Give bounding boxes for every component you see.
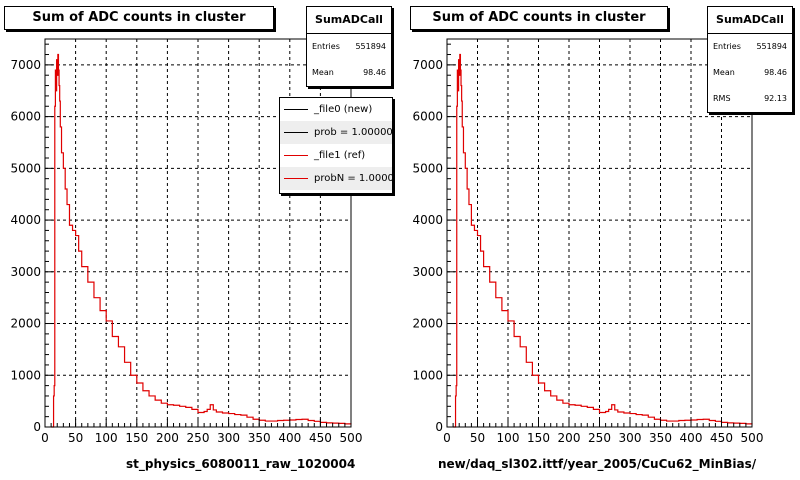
y-tick-label: 2000 [10, 317, 41, 331]
x-tick-label: 200 [156, 431, 179, 445]
x-tick-label: 50 [470, 431, 485, 445]
right-pad: 0 50 100 150 200 250 300 350 400 450 500 0 1000 2000 3… [400, 0, 800, 480]
stats-value: 98.46 [363, 68, 386, 77]
x-tick-label: 150 [125, 431, 148, 445]
y-tick-label: 0 [33, 420, 41, 434]
stats-label: RMS [713, 94, 731, 103]
y-tick-label: 6000 [10, 110, 41, 124]
stats-value: 551894 [756, 42, 787, 51]
left-pad: 0 50 100 150 200 250 300 350 400 450 500 0 1000 2000 3… [4, 6, 393, 471]
right-histogram-plot: 0 50 100 150 200 250 300 350 400 450 5000100020003… [412, 38, 764, 445]
legend-line-new [284, 132, 308, 133]
left-stats-name: SumADCall [307, 7, 391, 34]
stats-label: Mean [713, 68, 735, 77]
right-x-axis-title: new/daq_sl302.ittf/year_2005/CuCu62_MinB… [438, 457, 757, 471]
y-tick-label: 0 [435, 420, 443, 434]
left-x-axis-title: st_physics_6080011_raw_1020004 [126, 457, 356, 471]
legend-entry: _file0 (new) [280, 98, 392, 121]
left-stats-box: SumADCall Entries 551894 Mean 98.46 [306, 6, 392, 87]
left-legend: _file0 (new) prob = 1.000000 _file1 (ref… [279, 97, 393, 194]
stats-label: Entries [312, 42, 340, 51]
legend-line-ref [284, 178, 308, 179]
y-tick-label: 2000 [412, 317, 443, 331]
x-tick-label: 100 [95, 431, 118, 445]
legend-label: _file1 (ref) [314, 150, 366, 161]
y-tick-label: 7000 [412, 58, 443, 72]
x-tick-label: 50 [68, 431, 83, 445]
legend-label: prob = 1.000000 [314, 127, 393, 138]
histogram-series-line [51, 53, 352, 428]
legend-entry: prob = 1.000000 [280, 121, 392, 144]
x-tick-label: 400 [278, 431, 301, 445]
stats-value: 92.13 [764, 94, 787, 103]
left-stats-row: Entries 551894 [307, 34, 391, 60]
x-tick-label: 500 [741, 431, 764, 445]
legend-entry: _file1 (ref) [280, 144, 392, 167]
x-tick-label: 500 [340, 431, 363, 445]
y-tick-label: 7000 [10, 58, 41, 72]
x-tick-label: 100 [497, 431, 520, 445]
legend-line-ref [284, 155, 308, 156]
right-stats-row: Mean 98.46 [708, 60, 792, 86]
right-stats-name: SumADCall [708, 7, 792, 34]
y-tick-label: 6000 [412, 110, 443, 124]
right-stats-row: RMS 92.13 [708, 86, 792, 112]
x-tick-label: 250 [187, 431, 210, 445]
legend-label: probN = 1.000000 [314, 173, 393, 184]
histogram-series-line [453, 53, 753, 428]
x-tick-label: 200 [558, 431, 581, 445]
y-tick-label: 4000 [10, 213, 41, 227]
y-tick-label: 1000 [412, 368, 443, 382]
legend-entry: probN = 1.000000 [280, 167, 392, 190]
x-tick-label: 350 [649, 431, 672, 445]
x-tick-label: 450 [309, 431, 332, 445]
left-stats-row: Mean 98.46 [307, 60, 391, 86]
y-tick-label: 3000 [10, 265, 41, 279]
stats-value: 98.46 [764, 68, 787, 77]
y-tick-label: 5000 [412, 161, 443, 175]
legend-label: _file0 (new) [314, 104, 373, 115]
stats-value: 551894 [355, 42, 386, 51]
x-tick-label: 250 [588, 431, 611, 445]
right-stats-box: SumADCall Entries 551894 Mean 98.46 RMS … [707, 6, 793, 113]
x-tick-label: 350 [248, 431, 271, 445]
y-tick-label: 4000 [412, 213, 443, 227]
stats-label: Entries [713, 42, 741, 51]
x-tick-label: 400 [680, 431, 703, 445]
y-tick-label: 5000 [10, 161, 41, 175]
x-tick-label: 300 [217, 431, 240, 445]
x-tick-label: 0 [443, 431, 451, 445]
left-plot-title: Sum of ADC counts in cluster [4, 6, 274, 30]
y-tick-label: 3000 [412, 265, 443, 279]
x-tick-label: 150 [527, 431, 550, 445]
x-tick-label: 300 [619, 431, 642, 445]
stats-label: Mean [312, 68, 334, 77]
right-stats-row: Entries 551894 [708, 34, 792, 60]
x-tick-label: 0 [41, 431, 49, 445]
x-tick-label: 450 [710, 431, 733, 445]
right-plot-title: Sum of ADC counts in cluster [410, 6, 668, 30]
y-tick-label: 1000 [10, 368, 41, 382]
legend-line-new [284, 109, 308, 110]
